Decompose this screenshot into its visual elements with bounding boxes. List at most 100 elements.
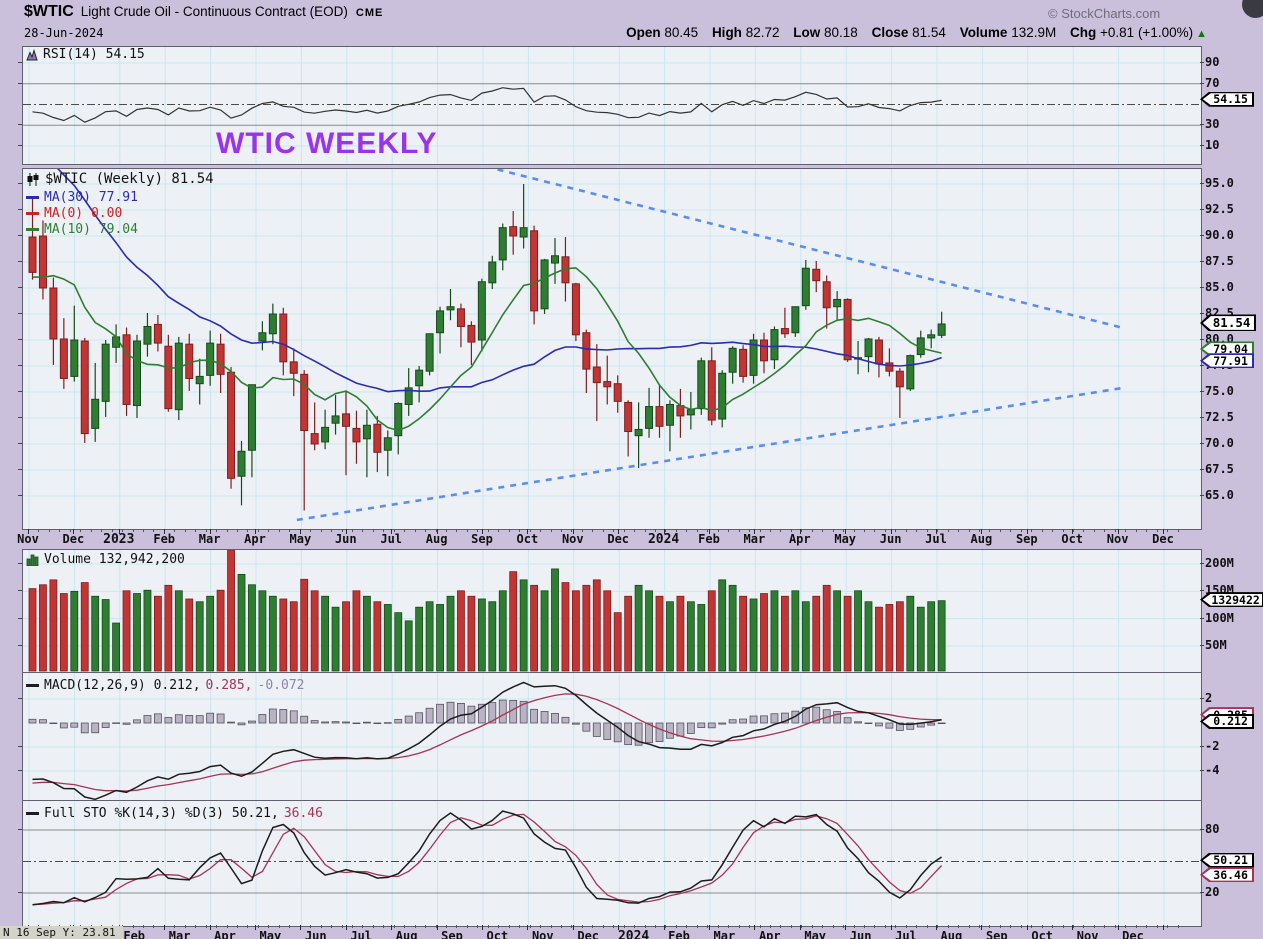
x-axis-week-tick (341, 529, 343, 532)
x-axis-label: Oct (516, 532, 539, 546)
y-axis-tick (1200, 391, 1204, 392)
y-axis-label: 70.0 (1205, 436, 1234, 450)
axis-value-box: 1329422 (1200, 592, 1263, 608)
y-axis-tick (18, 313, 22, 314)
y-axis-tick (1200, 235, 1204, 236)
x-axis-week-tick (477, 925, 479, 928)
x-axis-week-tick (592, 925, 594, 928)
x-axis-week-tick (153, 925, 155, 928)
x-axis-week-tick (80, 529, 82, 532)
x-axis-week-tick (90, 529, 92, 532)
x-axis-month-tick (73, 529, 75, 534)
y-axis-label: 80 (1205, 822, 1220, 836)
x-axis-week-tick (184, 925, 186, 928)
y-axis-tick (1200, 339, 1204, 340)
y-axis-tick (18, 235, 22, 236)
x-axis-week-tick (1020, 529, 1022, 532)
chart-annotation-title: WTIC WEEKLY (216, 127, 438, 160)
macd-line-swatch (26, 684, 39, 687)
x-axis-week-tick (1135, 529, 1137, 532)
x-axis-week-tick (247, 529, 249, 532)
x-axis-month-tick (618, 529, 620, 534)
y-axis-tick (1200, 563, 1204, 564)
y-axis-tick (18, 82, 22, 84)
x-axis-week-tick (59, 529, 61, 532)
x-axis-week-tick (707, 925, 709, 928)
axis-value-box: 77.91 (1200, 353, 1254, 369)
x-axis-week-tick (456, 529, 458, 532)
y-axis-label: 95.0 (1205, 176, 1234, 190)
x-axis-label: Dec (1152, 532, 1174, 546)
x-axis-label: Oct (1031, 929, 1054, 939)
x-axis-week-tick (466, 529, 468, 532)
x-axis-week-tick (487, 529, 489, 532)
x-axis-month-tick (1026, 529, 1028, 534)
axis-value-box: 50.21 (1200, 852, 1254, 868)
x-axis-week-tick (1114, 925, 1116, 928)
x-axis-week-tick (592, 529, 594, 532)
x-axis-month-tick (255, 529, 256, 534)
x-axis-label: Aug (970, 532, 993, 546)
x-axis-week-tick (132, 529, 134, 532)
x-axis-week-tick (435, 529, 437, 532)
ma0-line-swatch (26, 212, 39, 215)
x-axis-week-tick (1156, 529, 1158, 532)
x-axis-week-tick (895, 925, 897, 928)
x-axis-week-tick (529, 529, 531, 532)
rsi-plot[interactable] (22, 46, 1202, 165)
x-axis-label: 2024 (647, 532, 680, 547)
x-axis-week-tick (759, 925, 761, 928)
y-axis-tick (18, 339, 22, 340)
chart-header: $WTIC Light Crude Oil - Continuous Contra… (24, 3, 383, 21)
x-axis-month-tick (1072, 925, 1074, 930)
x-axis-label: Nov (561, 532, 584, 546)
x-axis-week-tick (404, 529, 406, 532)
x-axis-week-tick (811, 925, 813, 928)
x-axis-week-tick (665, 925, 667, 928)
x-axis-week-tick (864, 529, 865, 532)
y-axis-tick (18, 563, 22, 564)
x-axis-week-tick (634, 925, 636, 928)
y-axis-tick (18, 209, 22, 210)
x-axis-week-tick (571, 529, 573, 532)
x-axis-week-tick (853, 529, 855, 532)
x-axis-label: Jul (380, 532, 403, 546)
sto-plot[interactable] (22, 800, 1202, 927)
corner-logo-circle (1242, 0, 1263, 18)
x-axis-label: 2023 (103, 532, 135, 547)
x-axis-month-tick (572, 925, 574, 930)
x-axis-week-tick (174, 529, 176, 532)
ohlc-quote-row: Open 80.45 High 82.72 Low 80.18 Close 81… (616, 25, 1207, 40)
x-axis-week-tick (268, 529, 270, 532)
y-axis-tick (1200, 590, 1204, 592)
x-axis-week-tick (237, 925, 238, 928)
chg-label: Chg (1070, 25, 1097, 40)
x-axis-week-tick (1156, 925, 1158, 928)
x-axis-month-tick (754, 925, 756, 930)
vol-plot[interactable] (22, 549, 1202, 673)
x-axis-week-tick (759, 529, 761, 532)
macd-plot[interactable] (22, 672, 1202, 801)
y-axis-tick (18, 287, 22, 288)
x-axis-week-tick (372, 529, 374, 532)
x-axis-week-tick (299, 925, 301, 928)
x-axis-week-tick (822, 529, 824, 532)
x-axis-week-tick (822, 925, 824, 928)
x-axis-week-tick (226, 925, 228, 928)
y-axis-tick (18, 829, 22, 830)
y-axis-tick (1200, 495, 1204, 496)
x-axis-week-tick (602, 529, 604, 532)
x-axis-month-tick (1163, 925, 1164, 930)
volume-bars-icon (26, 554, 39, 566)
x-axis-week-tick (696, 529, 698, 532)
y-axis-tick (18, 495, 22, 496)
x-axis-label: Mar (743, 532, 766, 546)
x-axis-week-tick (425, 529, 427, 532)
x-axis-month-tick (709, 925, 710, 930)
x-axis-week-tick (1073, 529, 1074, 532)
x-axis-week-tick (1135, 925, 1137, 928)
price-plot[interactable] (22, 168, 1202, 530)
x-axis-month-tick (845, 529, 847, 534)
y-axis-label: 30 (1205, 117, 1220, 132)
x-axis-week-tick (696, 925, 698, 928)
